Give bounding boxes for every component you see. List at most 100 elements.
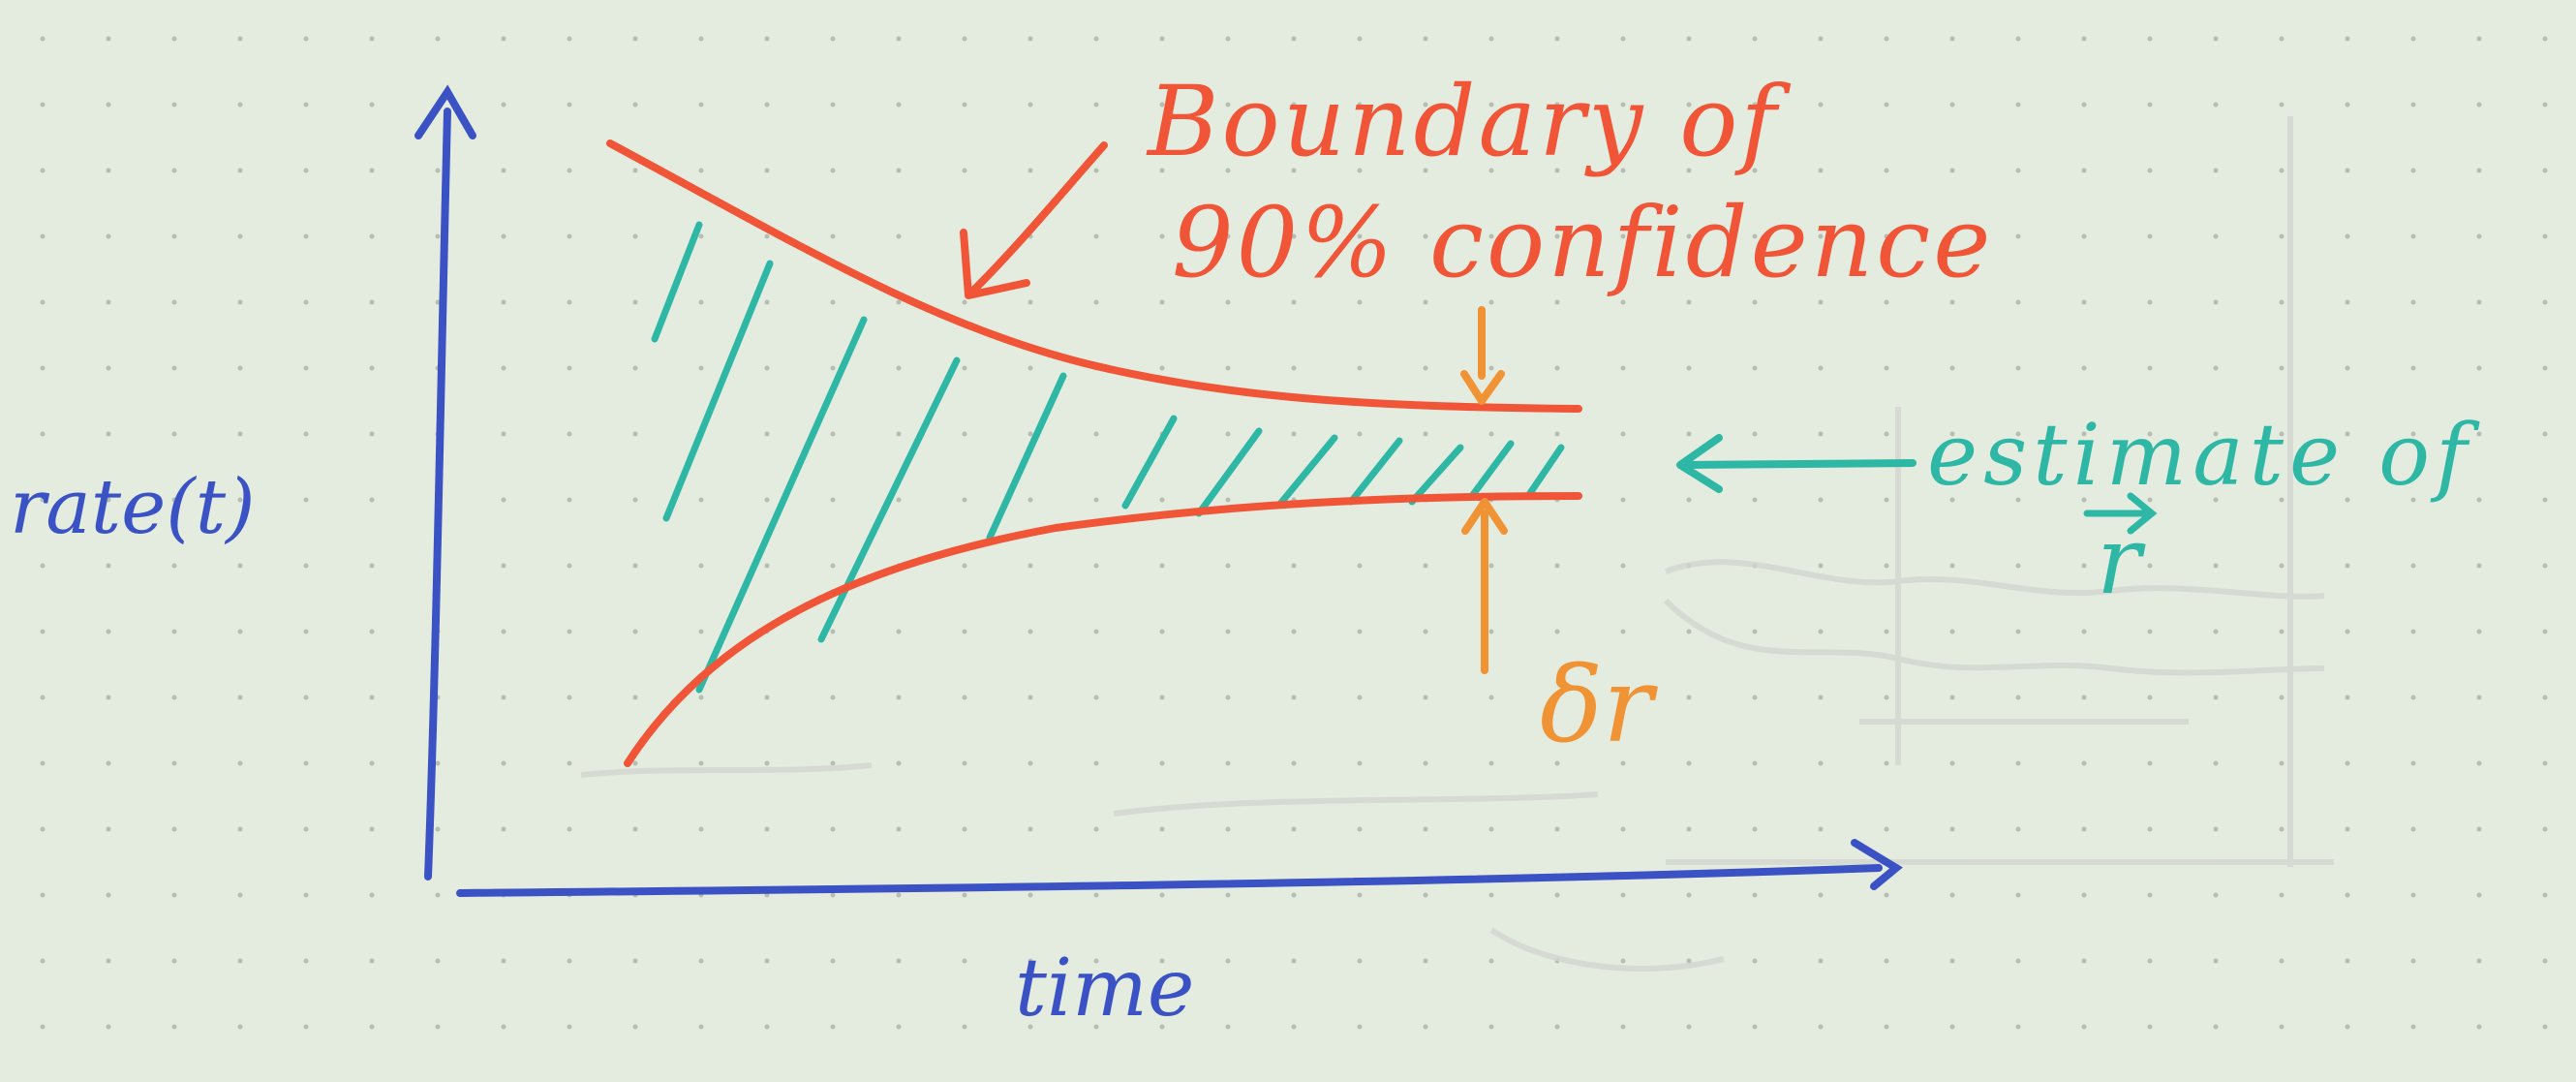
paper-dot — [1686, 497, 1692, 503]
paper-dot — [501, 958, 506, 964]
paper-dot — [1291, 760, 1297, 766]
y-axis-label: rate(t) — [10, 464, 256, 551]
paper-dot — [830, 892, 836, 898]
paper-dot — [369, 695, 375, 700]
x-axis-line — [456, 864, 1883, 897]
paper-dot — [698, 695, 704, 700]
paper-dot — [698, 958, 704, 964]
paper-dot — [1488, 892, 1494, 898]
paper-dot — [40, 892, 46, 898]
paper-dot — [2410, 168, 2416, 173]
paper-dot — [1093, 168, 1099, 173]
paper-dot — [1159, 563, 1165, 569]
paper-dot — [501, 168, 506, 173]
paper-dot — [2081, 826, 2087, 832]
paper-dot — [171, 233, 177, 239]
paper-dot — [2015, 497, 2021, 503]
paper-dot — [1225, 431, 1231, 437]
paper-dot — [632, 695, 638, 700]
paper-dot — [501, 629, 506, 634]
paper-dot — [1291, 233, 1297, 239]
paper-dot — [764, 168, 770, 173]
paper-dot — [1488, 102, 1494, 108]
paper-dot — [303, 233, 309, 239]
paper-dot — [501, 365, 506, 371]
paper-dot — [2476, 695, 2482, 700]
paper-dot — [830, 629, 836, 634]
paper-dot — [1752, 695, 1758, 700]
paper-dot — [106, 299, 111, 305]
paper-dot — [303, 497, 309, 503]
paper-dot — [632, 958, 638, 964]
paper-dot — [1027, 102, 1033, 108]
paper-dot — [2147, 102, 2153, 108]
paper-dot — [1686, 826, 1692, 832]
paper-dot — [1423, 102, 1428, 108]
paper-dot — [1225, 233, 1231, 239]
paper-dot — [2081, 233, 2087, 239]
paper-dot — [962, 299, 967, 305]
paper-dot — [896, 958, 902, 964]
paper-dot — [2410, 563, 2416, 569]
paper-dot — [2279, 760, 2285, 766]
paper-dot — [369, 1024, 375, 1030]
paper-dot — [1620, 497, 1626, 503]
paper-dot — [2213, 497, 2219, 503]
paper-dot — [2542, 826, 2548, 832]
paper-dot — [896, 36, 902, 42]
paper-dot — [435, 826, 441, 832]
paper-dot — [2476, 629, 2482, 634]
paper-dot — [303, 299, 309, 305]
paper-dot — [1027, 629, 1033, 634]
paper-dot — [1554, 168, 1560, 173]
paper-dot — [1225, 826, 1231, 832]
paper-dot — [2476, 168, 2482, 173]
paper-dot — [2015, 233, 2021, 239]
paper-dot — [764, 695, 770, 700]
paper-dot — [2147, 299, 2153, 305]
paper-dot — [2476, 892, 2482, 898]
paper-dot — [40, 431, 46, 437]
paper-dot — [369, 760, 375, 766]
paper-dot — [1423, 629, 1428, 634]
paper-dot — [1357, 892, 1363, 898]
boundary-label-line2: 90% confidence — [1172, 186, 1993, 299]
paper-dot — [698, 168, 704, 173]
paper-dot — [2542, 431, 2548, 437]
paper-dot — [1884, 36, 1889, 42]
paper-dot — [1423, 365, 1428, 371]
paper-dot — [1949, 629, 1955, 634]
paper-dot — [632, 233, 638, 239]
paper-dot — [2542, 102, 2548, 108]
paper-dot — [962, 168, 967, 173]
paper-dot — [2410, 497, 2416, 503]
paper-dot — [1027, 168, 1033, 173]
paper-dot — [171, 168, 177, 173]
paper-dot — [1159, 958, 1165, 964]
paper-dot — [1225, 102, 1231, 108]
paper-dot — [2345, 431, 2350, 437]
paper-dot — [40, 629, 46, 634]
delta-bottom-arrowhead — [1461, 498, 1508, 535]
paper-dot — [1949, 826, 1955, 832]
paper-dot — [1620, 168, 1626, 173]
paper-dot — [1620, 431, 1626, 437]
paper-dot — [962, 563, 967, 569]
paper-dot — [237, 431, 243, 437]
paper-dot — [1949, 563, 1955, 569]
paper-dot — [2081, 36, 2087, 42]
paper-dot — [303, 695, 309, 700]
paper-dot — [632, 168, 638, 173]
paper-dot — [962, 102, 967, 108]
paper-dot — [171, 431, 177, 437]
paper-dot — [1884, 299, 1889, 305]
paper-dot — [2279, 233, 2285, 239]
paper-dot — [2410, 1024, 2416, 1030]
paper-dot — [2542, 892, 2548, 898]
paper-dot — [698, 497, 704, 503]
paper-dot — [1357, 36, 1363, 42]
paper-dot — [2015, 299, 2021, 305]
paper-dot — [2147, 958, 2153, 964]
paper-dot — [1686, 299, 1692, 305]
